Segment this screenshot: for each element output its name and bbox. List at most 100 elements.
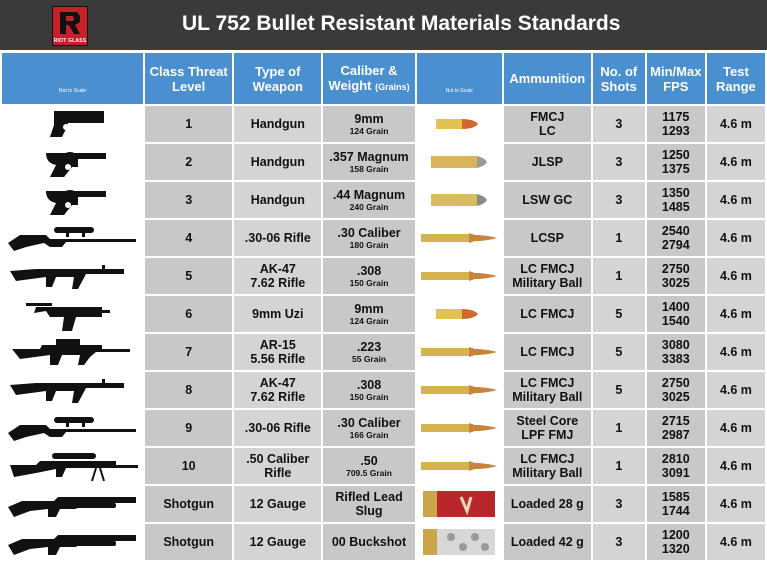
shots-cell: 3	[592, 524, 645, 560]
fps-min: 1250	[661, 148, 690, 162]
shots-cell: 5	[592, 296, 645, 332]
class-cell: 5	[145, 258, 233, 294]
table-body: 1 Handgun 9mm 124 Grain FMCJ LC 3 1175 1293 4.6 m…	[2, 106, 765, 560]
caliber-cell: .357 Magnum 158 Grain	[323, 144, 415, 180]
range-cell: 4.6 m	[706, 296, 765, 332]
class-cell: 2	[145, 144, 233, 180]
fps-min: 2810	[661, 452, 690, 466]
type-line2: 7.62 Rifle	[250, 390, 306, 404]
table-row: 7 AR-15 5.56 Rifle .223 55 Grain LC FMCJ 5 3080…	[2, 334, 765, 370]
weapon-image-cell	[2, 410, 144, 446]
range-value: 4.6 m	[719, 345, 752, 359]
grain-value: 180 Grain	[349, 240, 389, 250]
type-line1: Handgun	[250, 155, 305, 169]
bullet-image-cell	[416, 106, 502, 142]
type-cell: AK-47 7.62 Rifle	[234, 372, 322, 408]
fps-max: 3383	[661, 352, 690, 366]
shots-value: 3	[615, 155, 623, 169]
standards-table: Not to Scale Class Threat Level Type of …	[0, 51, 767, 562]
ammo-line1: Steel Core	[516, 414, 579, 428]
fps-min: 1400	[661, 300, 690, 314]
range-value: 4.6 m	[719, 117, 752, 131]
weapon-image-cell	[2, 334, 144, 370]
ammo-line2: Military Ball	[512, 276, 583, 290]
table-row: 10.50 Caliber Rifle .50 709.5 Grain LC FMCJ M…	[2, 448, 765, 484]
class-value: 10	[181, 459, 196, 473]
fps-min: 2750	[661, 376, 690, 390]
fps-min: 1350	[661, 186, 690, 200]
table-row: 8 AK-47 7.62 Rifle .308 150 Grain LC FMCJ Mili…	[2, 372, 765, 408]
table-row: 1 Handgun 9mm 124 Grain FMCJ LC 3 1175 1293 4.6 m	[2, 106, 765, 142]
type-line2: 7.62 Rifle	[250, 276, 306, 290]
fps-max: 2987	[661, 428, 690, 442]
ammo-cell: LC FMCJ	[503, 334, 591, 370]
bullet-image-cell	[416, 524, 502, 560]
type-line1: .30-06 Rifle	[244, 231, 311, 245]
grain-value: 124 Grain	[349, 316, 389, 326]
caliber-cell: 9mm 124 Grain	[323, 106, 415, 142]
bullet-image-cell	[416, 144, 502, 180]
grain-value: 124 Grain	[349, 126, 389, 136]
caliber-cell: Rifled Lead Slug	[323, 486, 415, 522]
header-caliber-label: Caliber & Weight	[328, 62, 398, 93]
class-cell: 1	[145, 106, 233, 142]
range-value: 4.6 m	[719, 383, 752, 397]
fps-min: 2715	[661, 414, 690, 428]
weapon-image-cell	[2, 258, 144, 294]
fps-cell: 1350 1485	[646, 182, 705, 218]
range-value: 4.6 m	[719, 497, 752, 511]
357-bullet-icon	[431, 156, 488, 168]
ammo-line1: LC FMCJ	[520, 307, 575, 321]
riot-glass-logo: RIOT GLASS	[52, 6, 88, 46]
bullet-image-cell	[416, 296, 502, 332]
ammo-cell: LCSP	[503, 220, 591, 256]
type-cell: 12 Gauge	[234, 524, 322, 560]
caliber-cell: .44 Magnum 240 Grain	[323, 182, 415, 218]
shots-cell: 1	[592, 258, 645, 294]
ammo-cell: LC FMCJ Military Ball	[503, 258, 591, 294]
ammo-cell: JLSP	[503, 144, 591, 180]
ammo-line1: Loaded 28 g	[510, 497, 584, 511]
type-line1: AR-15	[259, 338, 296, 352]
ammo-cell: LC FMCJ	[503, 296, 591, 332]
ammo-line1: LSW GC	[522, 193, 573, 207]
shots-value: 1	[615, 421, 623, 435]
bullet-image-cell	[416, 334, 502, 370]
header-caliber-unit: (Grains)	[375, 81, 410, 92]
shots-value: 1	[615, 231, 623, 245]
caliber-value: .30 Caliber	[337, 416, 401, 430]
table-row: 5 AK-47 7.62 Rifle .308 150 Grain LC FMCJ Mili…	[2, 258, 765, 294]
class-value: 9	[185, 421, 193, 435]
type-cell: AK-47 7.62 Rifle	[234, 258, 322, 294]
uzi-icon	[25, 303, 110, 331]
header-ammo: Ammunition	[503, 53, 591, 104]
shots-cell: 1	[592, 220, 645, 256]
bullet-image-cell	[416, 372, 502, 408]
type-line2: Rifle	[264, 466, 292, 480]
ammo-cell: Loaded 42 g	[503, 524, 591, 560]
shots-value: 5	[615, 345, 623, 359]
fps-cell: 2750 3025	[646, 372, 705, 408]
fps-cell: 2750 3025	[646, 258, 705, 294]
ammo-cell: LC FMCJ Military Ball	[503, 448, 591, 484]
shotgun-icon	[7, 497, 136, 517]
grain-value: 240 Grain	[349, 202, 389, 212]
class-value: 4	[185, 231, 193, 245]
grain-value: 158 Grain	[349, 164, 389, 174]
type-cell: .50 Caliber Rifle	[234, 448, 322, 484]
bullet-image-cell	[416, 182, 502, 218]
class-value: 7	[185, 345, 193, 359]
shots-cell: 3	[592, 144, 645, 180]
shots-cell: 1	[592, 410, 645, 446]
class-value: 8	[185, 383, 193, 397]
ar15-icon	[11, 339, 130, 365]
caliber-cell: 9mm 124 Grain	[323, 296, 415, 332]
class-value: 2	[185, 155, 193, 169]
grain-value: 150 Grain	[349, 278, 389, 288]
fps-cell: 3080 3383	[646, 334, 705, 370]
table-row: 6 9mm Uzi 9mm 124 Grain LC FMCJ 5 1400 1540 4.6 …	[2, 296, 765, 332]
range-cell: 4.6 m	[706, 486, 765, 522]
rifle-bullet-icon	[421, 233, 498, 243]
ammo-cell: LC FMCJ Military Ball	[503, 372, 591, 408]
fps-cell: 2810 3091	[646, 448, 705, 484]
